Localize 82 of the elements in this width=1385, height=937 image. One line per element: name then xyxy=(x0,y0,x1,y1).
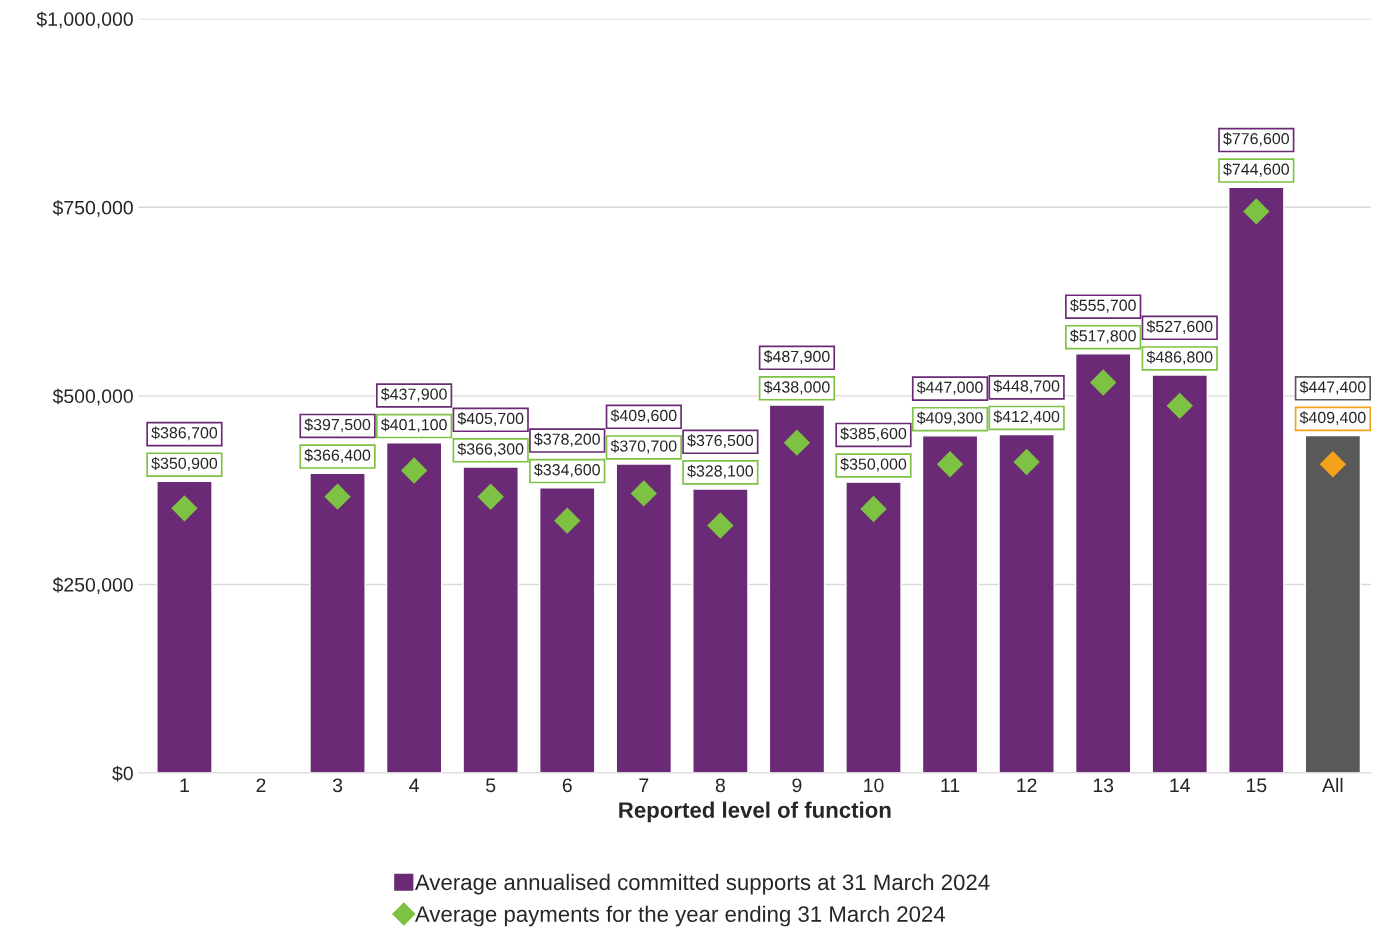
data-label: $385,600 xyxy=(840,427,907,442)
point xyxy=(783,429,811,456)
point xyxy=(1166,392,1193,420)
point xyxy=(630,480,657,507)
x-tick-label: 15 xyxy=(1246,778,1267,793)
point xyxy=(936,451,964,478)
point xyxy=(1013,448,1040,476)
x-tick-label: 5 xyxy=(486,778,496,793)
data-label: $366,400 xyxy=(304,448,371,463)
bar xyxy=(1151,374,1209,774)
bar xyxy=(845,481,902,774)
x-axis-title: Reported level of function xyxy=(619,801,891,823)
bar xyxy=(385,442,443,774)
y-tick-label: $0 xyxy=(112,765,133,782)
data-label: $409,600 xyxy=(610,409,677,424)
data-label: $366,300 xyxy=(457,442,524,457)
x-tick-label: 13 xyxy=(1093,778,1114,793)
data-label: $397,500 xyxy=(304,418,371,433)
point xyxy=(1319,451,1347,478)
bar xyxy=(1228,186,1285,774)
bar xyxy=(768,404,826,774)
data-label: $517,800 xyxy=(1070,329,1136,344)
data-label: $744,600 xyxy=(1223,162,1289,177)
data-label: $555,700 xyxy=(1070,298,1136,313)
data-label: $370,700 xyxy=(610,439,677,454)
data-label: $378,200 xyxy=(534,432,600,447)
point xyxy=(171,495,198,522)
x-tick-label: All xyxy=(1322,777,1343,792)
data-label: $350,900 xyxy=(151,456,218,471)
data-label: $334,600 xyxy=(534,463,600,478)
bar xyxy=(309,472,366,774)
data-label: $486,800 xyxy=(1146,350,1213,365)
x-tick-label: 2 xyxy=(256,778,266,792)
point xyxy=(477,483,504,510)
x-tick-label: 12 xyxy=(1017,778,1037,792)
y-tick-label: $250,000 xyxy=(52,577,133,594)
data-label: $350,000 xyxy=(840,457,907,472)
x-tick-label: 1 xyxy=(180,778,189,792)
bar xyxy=(615,463,673,774)
x-tick-label: 14 xyxy=(1170,778,1190,792)
data-label: $328,100 xyxy=(687,464,754,479)
data-label: $776,600 xyxy=(1223,132,1289,147)
data-label: $405,700 xyxy=(457,412,524,426)
data-label: $412,400 xyxy=(993,410,1060,425)
bar xyxy=(156,480,213,774)
bar xyxy=(1074,353,1132,774)
data-label: $487,900 xyxy=(763,350,830,364)
y-tick-label: $750,000 xyxy=(52,199,133,217)
bar xyxy=(692,488,749,774)
point xyxy=(1243,198,1270,225)
x-tick-label: 7 xyxy=(639,778,649,792)
y-tick-label: $500,000 xyxy=(52,388,133,406)
data-label: $401,100 xyxy=(380,418,447,433)
bar xyxy=(538,487,596,774)
x-tick-label: 6 xyxy=(562,778,572,793)
bar xyxy=(462,466,519,774)
point xyxy=(554,507,581,534)
data-label: $448,700 xyxy=(993,379,1060,394)
data-label: $527,600 xyxy=(1146,320,1213,335)
legend-label: Average annualised committed supports at 31 March 2024 xyxy=(414,873,990,895)
data-label: $386,700 xyxy=(151,426,218,441)
point xyxy=(707,512,734,539)
y-tick-label: $1,000,000 xyxy=(36,11,133,29)
data-label: $438,000 xyxy=(763,380,830,395)
data-label: $437,900 xyxy=(380,387,447,402)
x-tick-label: 11 xyxy=(941,778,960,792)
x-tick-label: 10 xyxy=(864,778,884,793)
data-label: $447,400 xyxy=(1299,380,1366,395)
x-tick-label: 8 xyxy=(715,778,725,793)
point xyxy=(1090,369,1117,396)
point xyxy=(324,483,351,510)
bar xyxy=(921,435,979,774)
data-label: $409,300 xyxy=(916,411,983,426)
data-label: $376,500 xyxy=(687,434,754,448)
x-tick-label: 9 xyxy=(792,778,802,793)
x-tick-label: 3 xyxy=(332,778,343,793)
point xyxy=(860,495,887,523)
x-tick-label: 4 xyxy=(409,778,419,792)
data-label: $447,000 xyxy=(916,380,983,395)
data-label: $409,400 xyxy=(1299,411,1366,426)
legend-label: Average payments for the year ending 31 March 2024 xyxy=(414,905,946,927)
point xyxy=(400,457,428,484)
